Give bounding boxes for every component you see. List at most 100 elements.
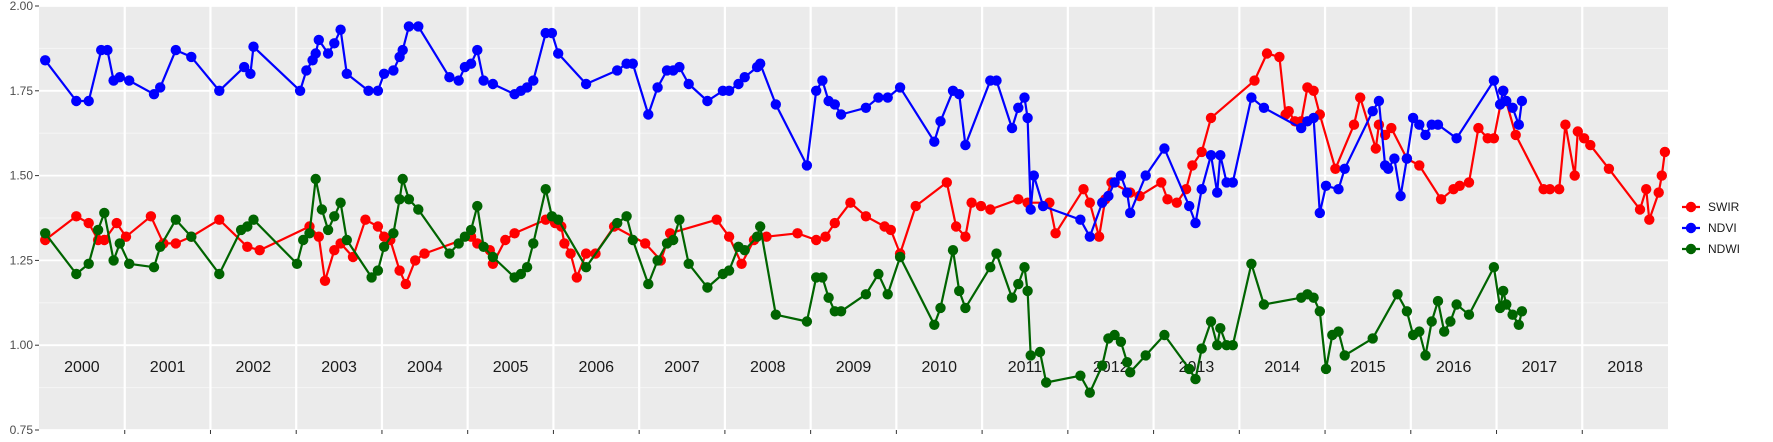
data-point <box>310 173 321 185</box>
data-point <box>985 204 996 215</box>
data-point <box>322 224 334 236</box>
data-point <box>214 268 225 280</box>
data-point <box>1367 106 1378 117</box>
data-point <box>245 68 256 80</box>
data-point <box>811 234 822 246</box>
series-ndwi <box>40 173 1528 398</box>
y-tick-label: 1.25 <box>10 253 34 267</box>
data-point <box>1320 363 1332 375</box>
data-point <box>1439 326 1450 337</box>
data-point <box>509 228 520 239</box>
year-label: 2003 <box>321 359 357 376</box>
data-point <box>1414 326 1425 337</box>
data-point <box>1097 360 1108 371</box>
data-point <box>1084 197 1096 208</box>
data-point <box>1392 289 1403 300</box>
year-label: 2010 <box>921 359 957 376</box>
data-point <box>811 85 822 97</box>
data-point <box>1261 48 1273 59</box>
data-point <box>702 95 713 107</box>
data-point <box>397 173 408 185</box>
data-point <box>801 160 813 171</box>
data-point <box>1339 163 1350 174</box>
data-point <box>1212 187 1223 198</box>
data-point <box>341 234 352 246</box>
data-point <box>612 217 623 229</box>
data-point <box>1212 340 1223 351</box>
series-swir <box>40 48 1671 290</box>
data-point <box>1121 187 1133 198</box>
data-point <box>1109 177 1120 188</box>
data-point <box>1314 207 1326 219</box>
data-point <box>1370 143 1382 154</box>
data-point <box>186 231 197 242</box>
data-point <box>528 75 539 86</box>
data-point <box>829 217 840 229</box>
data-point <box>1019 92 1030 103</box>
data-point <box>1050 228 1061 239</box>
data-point <box>683 78 694 90</box>
data-point <box>403 21 415 32</box>
data-point <box>674 214 685 225</box>
data-point <box>580 78 592 90</box>
data-point <box>313 34 324 46</box>
data-point <box>873 268 884 280</box>
data-point <box>885 224 896 236</box>
data-point <box>40 55 51 66</box>
data-point <box>894 251 906 263</box>
y-tick-label: 1.75 <box>10 84 34 98</box>
data-point <box>1420 350 1431 361</box>
data-point <box>1488 75 1500 86</box>
data-point <box>1603 163 1615 174</box>
data-point <box>1037 200 1049 212</box>
data-point <box>950 221 962 232</box>
data-point <box>1246 258 1257 269</box>
data-point <box>1115 170 1127 181</box>
data-point <box>1333 326 1344 337</box>
data-point <box>1283 106 1294 117</box>
data-point <box>92 224 104 236</box>
data-point <box>1140 170 1151 181</box>
data-point <box>155 241 166 252</box>
year-label: 2007 <box>664 359 700 376</box>
data-point <box>683 258 694 269</box>
data-point <box>1333 184 1344 195</box>
data-point <box>99 234 110 246</box>
data-point <box>739 72 750 83</box>
data-point <box>1386 122 1397 134</box>
data-point <box>83 217 94 229</box>
data-point <box>1274 51 1285 63</box>
data-point <box>242 221 253 232</box>
data-point <box>394 265 405 276</box>
data-point <box>1414 160 1425 171</box>
data-point <box>472 200 483 212</box>
data-point <box>378 68 390 80</box>
data-point <box>736 258 747 269</box>
data-point <box>372 221 384 232</box>
data-point <box>627 58 638 69</box>
data-point <box>1339 350 1350 361</box>
legend-key-point <box>1685 222 1697 234</box>
data-point <box>124 258 135 269</box>
data-point <box>145 211 157 222</box>
data-point <box>316 204 328 215</box>
data-point <box>1006 122 1018 134</box>
legend-label-swir: SWIR <box>1708 200 1740 214</box>
data-point <box>817 272 828 283</box>
data-point <box>397 44 408 56</box>
data-point <box>817 75 828 86</box>
data-point <box>214 85 225 97</box>
data-point <box>947 245 959 256</box>
year-label: 2005 <box>493 359 529 376</box>
data-point <box>1451 133 1462 144</box>
data-point <box>1215 150 1226 161</box>
data-point <box>1420 129 1431 141</box>
data-point <box>1159 329 1170 341</box>
year-label: 2006 <box>578 359 614 376</box>
data-point <box>1407 112 1419 124</box>
data-point <box>1156 177 1167 188</box>
data-point <box>186 51 197 63</box>
data-point <box>835 109 847 120</box>
data-point <box>1401 153 1413 164</box>
